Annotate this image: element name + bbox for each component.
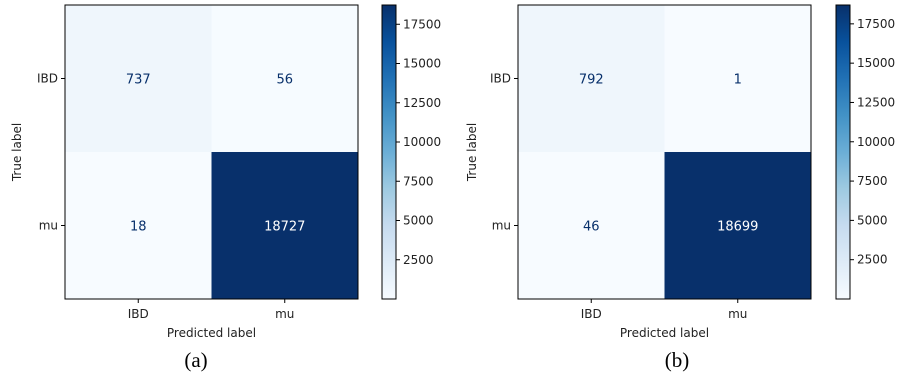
x-tick-label-a-0: IBD xyxy=(128,307,149,321)
y-tick-label-a-0: IBD xyxy=(37,72,58,86)
cell-b-1-1 xyxy=(664,152,811,299)
cell-value-b-1-1: 18699 xyxy=(717,220,758,235)
y-ticks-b: IBD mu xyxy=(490,72,518,233)
colorbar-tick-label-a-5: 15000 xyxy=(403,57,441,71)
x-ticks-b: IBD mu xyxy=(581,299,747,321)
colorbar-tick-label-a-0: 2500 xyxy=(403,253,434,267)
cell-value-a-1-0: 18 xyxy=(130,220,147,235)
plot-frame-a xyxy=(64,4,359,300)
colorbar-b xyxy=(835,4,851,300)
colorbar-ticks-a: 2500 5000 7500 10000 12500 15000 17500 xyxy=(396,17,441,267)
colorbar-a xyxy=(381,4,397,300)
x-tick-label-b-1: mu xyxy=(728,307,747,321)
colorbar-tick-label-b-3: 10000 xyxy=(857,135,895,149)
colorbar-tick-label-b-6: 17500 xyxy=(857,17,895,31)
y-tick-label-b-0: IBD xyxy=(490,72,511,86)
caption-b: (b) xyxy=(665,348,690,372)
cell-a-0-0 xyxy=(65,5,212,152)
colorbar-tick-label-a-2: 7500 xyxy=(403,174,434,188)
heatmap-cells-a: 737 56 18 18727 xyxy=(65,5,358,299)
caption-a: (a) xyxy=(184,348,207,372)
cell-a-1-0 xyxy=(65,152,212,299)
x-axis-label-a: Predicted label xyxy=(167,326,256,340)
y-axis-label-a: True label xyxy=(10,123,24,182)
colorbar-tick-label-b-4: 12500 xyxy=(857,95,895,109)
cell-value-b-0-0: 792 xyxy=(579,73,604,88)
colorbar-tick-label-a-6: 17500 xyxy=(403,17,441,31)
cell-value-a-0-1: 56 xyxy=(276,73,293,88)
cell-b-0-1 xyxy=(664,5,811,152)
cell-b-1-0 xyxy=(518,152,665,299)
colorbar-tick-label-a-1: 5000 xyxy=(403,214,434,228)
colorbar-tick-label-b-1: 5000 xyxy=(857,213,888,227)
colorbar-tick-label-b-2: 7500 xyxy=(857,174,888,188)
x-ticks-a: IBD mu xyxy=(128,299,294,321)
cell-value-a-0-0: 737 xyxy=(126,73,151,88)
x-axis-label-b: Predicted label xyxy=(620,326,709,340)
colorbar-tick-label-b-5: 15000 xyxy=(857,56,895,70)
panel-a: 737 56 18 18727 IBD mu IBD mu Predicted label… xyxy=(10,4,441,372)
x-tick-label-a-1: mu xyxy=(275,307,294,321)
cell-value-a-1-1: 18727 xyxy=(264,220,305,235)
cell-value-b-1-0: 46 xyxy=(583,220,600,235)
colorbar-tick-label-a-3: 10000 xyxy=(403,135,441,149)
plot-frame-b xyxy=(517,4,812,300)
colorbar-tick-label-b-0: 2500 xyxy=(857,253,888,267)
x-tick-label-b-0: IBD xyxy=(581,307,602,321)
y-tick-label-b-1: mu xyxy=(492,219,511,233)
y-axis-label-b: True label xyxy=(465,123,479,182)
cell-a-0-1 xyxy=(211,5,358,152)
colorbar-tick-label-a-4: 12500 xyxy=(403,96,441,110)
cell-b-0-0 xyxy=(518,5,665,152)
y-ticks-a: IBD mu xyxy=(37,72,65,233)
y-tick-label-a-1: mu xyxy=(39,219,58,233)
colorbar-ticks-b: 2500 5000 7500 10000 12500 15000 17500 xyxy=(850,17,895,267)
cell-value-b-0-1: 1 xyxy=(734,73,742,88)
cell-a-1-1 xyxy=(211,152,358,299)
heatmap-cells-b: 792 1 46 18699 xyxy=(518,5,811,299)
